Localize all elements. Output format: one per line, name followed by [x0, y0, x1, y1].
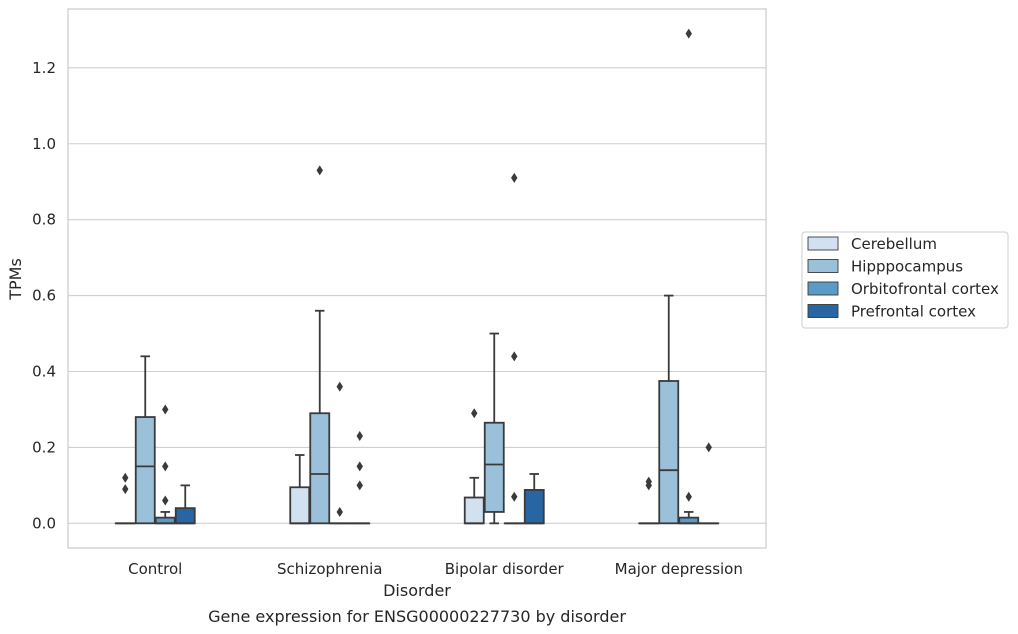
outlier-point [316, 165, 323, 176]
box [289, 486, 311, 525]
outlier-point [336, 506, 343, 517]
legend-label: Orbitofrontal cortex [851, 280, 999, 298]
y-axis-title: TPMs [6, 258, 25, 301]
box [309, 412, 331, 525]
outlier-point [356, 461, 363, 472]
outlier-point [471, 408, 478, 419]
legend-swatch [807, 236, 839, 251]
box-group [309, 165, 331, 525]
legend-swatch [807, 304, 839, 318]
box [174, 507, 196, 525]
box-group [289, 454, 311, 525]
outlier-point [122, 472, 129, 483]
outlier-point [511, 172, 518, 183]
outlier-point [336, 381, 343, 392]
legend-label: Prefrontal cortex [851, 303, 976, 321]
y-tick-label: 0.4 [32, 362, 56, 380]
legend-frame [801, 231, 1009, 329]
x-tick-label: Control [128, 560, 182, 578]
legend-swatch [807, 259, 839, 273]
outlier-point [162, 404, 169, 415]
legend: Cerebellum Hipppocampus Orbitofrontal cort… [801, 231, 1009, 329]
box-group [698, 442, 720, 525]
box-group [483, 332, 505, 525]
outlier-point [162, 495, 169, 506]
box-group [638, 476, 660, 525]
outlier-point [356, 431, 363, 442]
box-group [678, 28, 700, 525]
y-tick-label: 0.6 [32, 287, 56, 305]
plot-area [114, 28, 720, 525]
legend-swatch [807, 281, 839, 296]
outlier-point [511, 491, 518, 502]
plot-frame [67, 8, 767, 549]
outlier-point [705, 442, 712, 453]
box-group [349, 431, 371, 525]
x-tick-label: Bipolar disorder [445, 560, 565, 578]
y-tick-label: 0.2 [32, 438, 56, 456]
outlier-point [685, 28, 692, 39]
box [463, 496, 485, 525]
x-axis-ticks: Control Schizophrenia Bipolar disorder Majo… [128, 560, 743, 578]
box-group [329, 381, 351, 525]
x-tick-label: Major depression [615, 560, 743, 578]
outlier-point [162, 461, 169, 472]
legend-label: Hipppocampus [851, 258, 963, 276]
box-group [503, 172, 525, 525]
legend-label: Cerebellum [851, 235, 937, 253]
box-group [174, 484, 196, 525]
y-tick-label: 1.0 [32, 135, 56, 153]
y-tick-label: 1.2 [32, 59, 56, 77]
outlier-point [356, 480, 363, 491]
box-group [463, 408, 485, 525]
x-axis-title: Disorder [383, 581, 451, 600]
outlier-point [511, 351, 518, 362]
box-group [154, 404, 176, 525]
box [134, 416, 156, 525]
x-tick-label: Schizophrenia [277, 560, 382, 578]
box [523, 489, 545, 525]
box-group [114, 472, 136, 525]
chart-caption: Gene expression for ENSG00000227730 by d… [208, 607, 626, 626]
box-group [523, 473, 545, 525]
outlier-point [122, 484, 129, 495]
outlier-point [645, 476, 652, 487]
box [483, 421, 505, 513]
y-tick-label: 0.8 [32, 211, 56, 229]
grid-lines [68, 67, 766, 524]
box-group [658, 294, 680, 525]
outlier-point [685, 491, 692, 502]
y-tick-label: 0.0 [32, 514, 56, 532]
box-group [134, 355, 156, 525]
y-axis-ticks: 0.0 0.2 0.4 0.6 0.8 1.0 1.2 [32, 59, 56, 532]
box [658, 380, 680, 525]
